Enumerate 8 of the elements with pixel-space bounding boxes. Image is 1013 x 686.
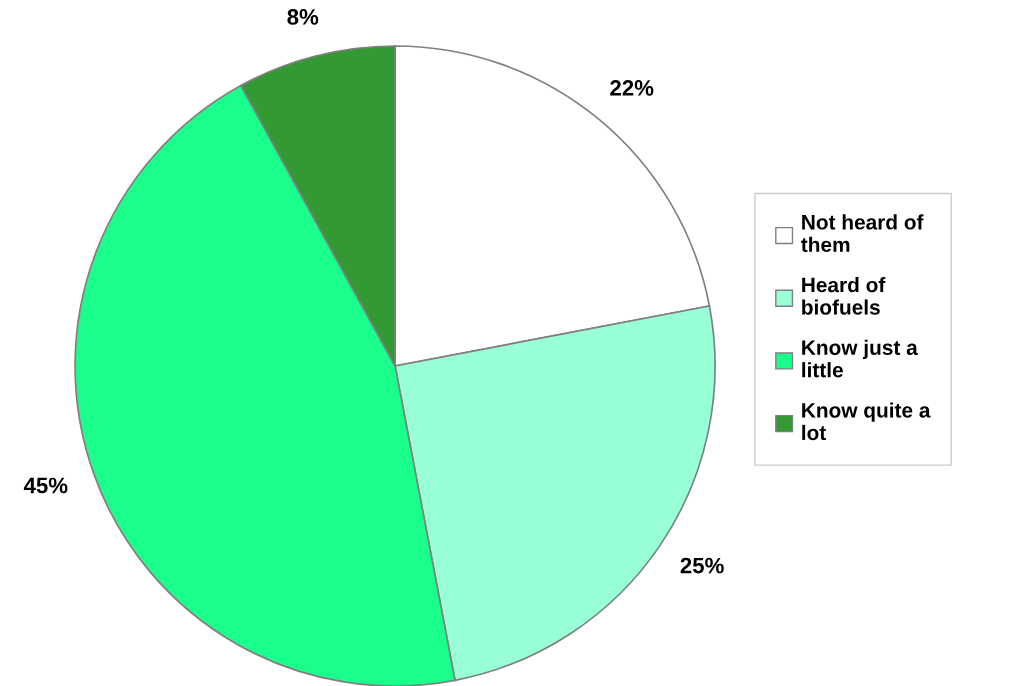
legend-label: Know quite a lot: [802, 402, 931, 441]
legend-label: Know just a little: [802, 339, 918, 378]
data-label: 25%: [680, 557, 724, 574]
data-label: 45%: [23, 477, 68, 494]
data-label: 8%: [287, 9, 319, 25]
legend-label: Heard of biofuels: [802, 277, 886, 315]
data-label: 22%: [610, 80, 654, 96]
legend-label: Not heard of them: [801, 214, 924, 253]
